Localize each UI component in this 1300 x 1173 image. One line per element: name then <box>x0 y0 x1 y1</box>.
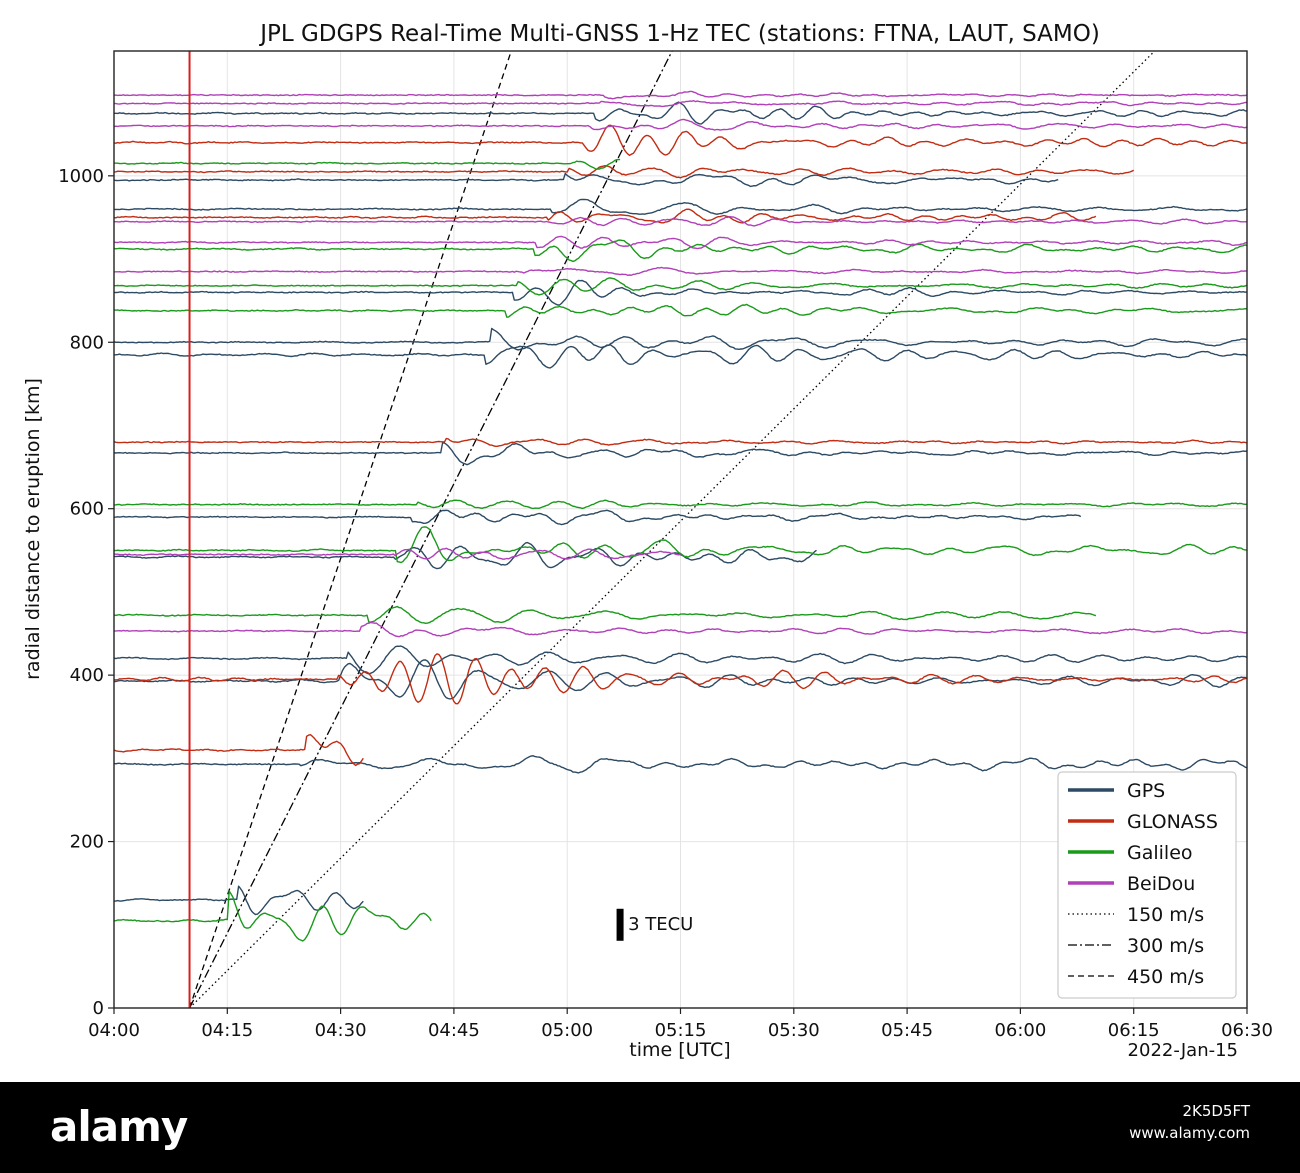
x-tick-label: 05:15 <box>655 1020 707 1041</box>
speed-line-150-m-s <box>189 50 1156 1009</box>
date-label: 2022-Jan-15 <box>1128 1040 1238 1061</box>
tec-traces <box>113 90 1248 942</box>
y-tick-label: 600 <box>70 499 104 520</box>
trace-glonass-680km <box>113 437 1248 447</box>
trace-gps-420km <box>113 645 1248 675</box>
trace-gps-960km <box>113 198 1248 215</box>
legend-label-galileo: Galileo <box>1127 842 1193 864</box>
trace-glonass-395km <box>113 653 1248 705</box>
legend-label-glonass: GLONASS <box>1127 811 1218 833</box>
trace-beidou-1097km <box>113 90 1248 100</box>
trace-gps-860km <box>113 279 1248 306</box>
speed-line-300-m-s <box>188 50 673 1009</box>
trace-glonass-1005km <box>113 164 1135 179</box>
axis-ticks: 04:00 04:15 04:30 04:45 05:00 05:15 05:30 05:45… <box>58 166 1273 1041</box>
trace-gps-130km <box>114 885 364 916</box>
x-tick-label: 04:30 <box>315 1020 367 1041</box>
trace-galileo-605km <box>113 499 1247 510</box>
trace-galileo-912km <box>113 239 1248 263</box>
x-tick-label: 05:45 <box>881 1020 933 1041</box>
legend-label-150-m-s: 150 m/s <box>1127 904 1204 926</box>
x-tick-label: 06:00 <box>994 1020 1046 1041</box>
x-tick-label: 04:45 <box>428 1020 480 1041</box>
trace-galileo-105km <box>113 890 432 942</box>
trace-beidou-453km <box>113 621 1248 638</box>
legend: GPS GLONASS Galileo BeiDou 150 m/s 300 m/s 450… <box>1057 771 1237 999</box>
trace-galileo-550km <box>113 526 1248 564</box>
y-tick-label: 1000 <box>58 166 104 187</box>
x-tick-label: 05:30 <box>768 1020 820 1041</box>
y-axis-label: radial distance to eruption [km] <box>22 378 44 680</box>
trace-gps-590km <box>113 509 1082 526</box>
trace-gps-542km <box>113 541 817 570</box>
trace-galileo-1015km <box>113 158 621 170</box>
trace-glonass-310km <box>113 734 364 767</box>
scale-bar: 3 TECU <box>616 908 693 941</box>
trace-beidou-920km <box>113 235 1248 250</box>
alamy-logo: alamy <box>50 1102 188 1151</box>
x-tick-label: 05:00 <box>541 1020 593 1041</box>
y-tick-label: 200 <box>70 832 104 853</box>
trace-gps-995km <box>113 172 1059 188</box>
trace-beidou-885km <box>113 266 1248 276</box>
scale-bar-mark <box>616 908 624 941</box>
legend-label-gps: GPS <box>1127 780 1165 802</box>
trace-glonass-1040km <box>113 124 1248 157</box>
trace-gps-785km <box>114 344 1248 369</box>
chart-title: JPL GDGPS Real-Time Multi-GNSS 1-Hz TEC … <box>258 21 1100 47</box>
image-id-block: 2K5D5FT www.alamy.com <box>1129 1100 1250 1144</box>
trace-glonass-950km <box>113 208 1097 224</box>
y-tick-label: 0 <box>93 998 104 1019</box>
watermark-footer: alamy 2K5D5FT www.alamy.com <box>0 1082 1300 1173</box>
site-url: www.alamy.com <box>1129 1124 1250 1142</box>
y-tick-label: 400 <box>70 665 104 686</box>
trace-galileo-838km <box>113 303 1248 318</box>
scale-bar-label: 3 TECU <box>628 914 693 935</box>
speed-line-450-m-s <box>188 50 512 1009</box>
trace-beidou-1060km <box>113 118 1248 131</box>
trace-galileo-868km <box>114 277 1248 296</box>
trace-beidou-945km <box>114 215 1248 227</box>
image-id: 2K5D5FT <box>1182 1102 1250 1120</box>
trace-beidou-1087km <box>113 99 1247 108</box>
x-axis-label: time [UTC] <box>629 1039 730 1061</box>
x-tick-label: 06:15 <box>1108 1020 1160 1041</box>
trace-galileo-472km <box>113 605 1097 624</box>
y-tick-label: 800 <box>70 332 104 353</box>
legend-label-beidou: BeiDou <box>1127 873 1195 895</box>
trace-beidou-545km <box>113 547 681 560</box>
x-tick-label: 06:30 <box>1221 1020 1273 1041</box>
tec-chart: JPL GDGPS Real-Time Multi-GNSS 1-Hz TEC … <box>22 21 1273 1061</box>
trace-gps-667km <box>113 442 1248 466</box>
speed-lines <box>188 50 1156 1009</box>
legend-label-450-m-s: 450 m/s <box>1127 966 1204 988</box>
x-tick-label: 04:15 <box>201 1020 253 1041</box>
trace-gps-800km <box>113 327 1248 351</box>
legend-label-300-m-s: 300 m/s <box>1127 935 1204 957</box>
legend-box <box>1057 771 1237 999</box>
trace-gps-293km <box>113 755 1248 774</box>
x-tick-label: 04:00 <box>88 1020 140 1041</box>
